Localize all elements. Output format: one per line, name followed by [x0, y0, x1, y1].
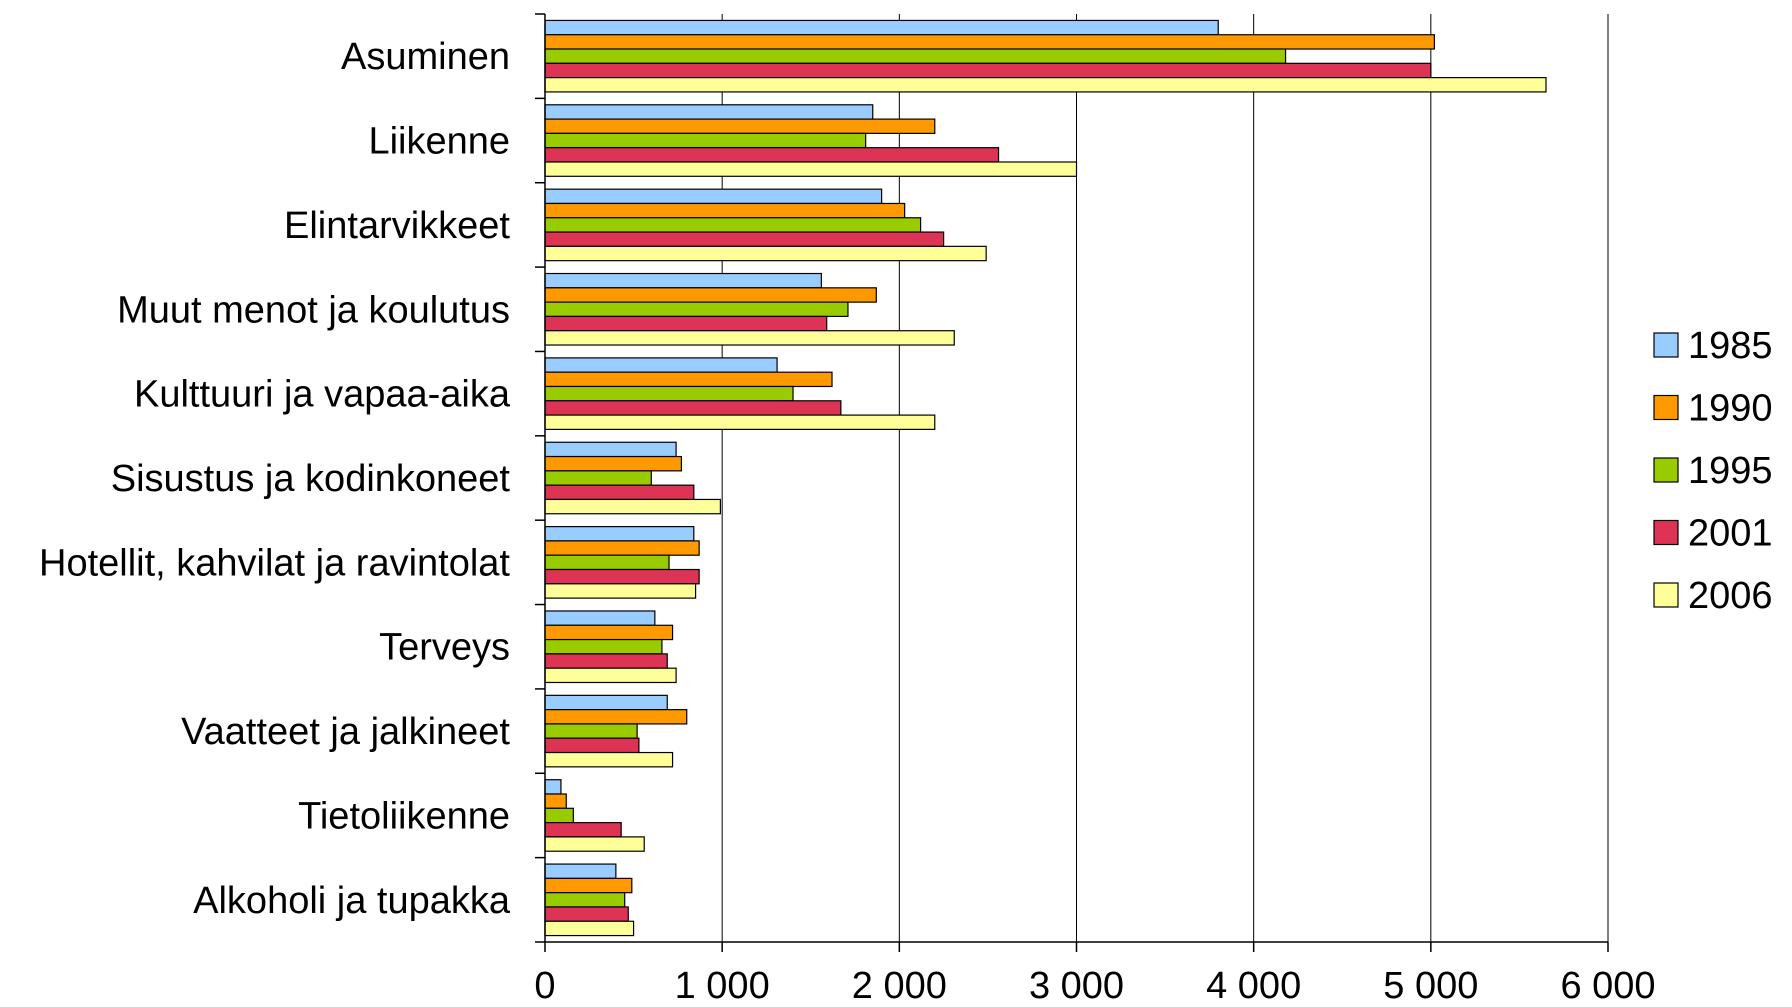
bar-2001-4: [544, 400, 842, 416]
bar-1990-7: [544, 624, 674, 641]
legend-swatch-1995: [1653, 457, 1679, 483]
bar-1985-1: [544, 104, 874, 120]
legend-swatch-2006: [1653, 582, 1679, 608]
bar-1995-4: [544, 385, 794, 402]
bar-1985-9: [544, 779, 562, 795]
bar-2006-8: [544, 751, 674, 768]
category-label: Liikenne: [368, 121, 510, 163]
bar-1995-8: [544, 723, 638, 739]
bar-2001-3: [544, 315, 828, 332]
bar-2006-7: [544, 667, 677, 684]
bar-1990-4: [544, 371, 833, 388]
bar-1995-2: [544, 217, 922, 233]
x-tick-label: 0: [534, 965, 555, 1007]
bar-1990-9: [544, 793, 567, 809]
bar-2006-0: [544, 77, 1547, 93]
bar-1990-1: [544, 118, 936, 134]
bar-1995-6: [544, 554, 670, 571]
bar-1985-6: [544, 526, 695, 542]
bar-1995-0: [544, 48, 1287, 64]
bar-2001-6: [544, 568, 700, 585]
legend-label-2006: 2006: [1688, 575, 1773, 617]
x-tick-labels: 0 1 000 2 000 3 000 4 000 5 000 6 000: [534, 965, 1655, 1007]
legend-label-1985: 1985: [1688, 325, 1773, 367]
category-label: Tietoliikenne: [298, 795, 510, 837]
bar-2006-4: [544, 414, 936, 430]
bar-2006-3: [544, 330, 955, 346]
legend: 1985 1990 1995 2001 2006: [1653, 325, 1773, 617]
bar-2001-9: [544, 822, 622, 838]
category-label: Elintarvikkeet: [284, 205, 510, 247]
category-label: Alkoholi ja tupakka: [193, 880, 511, 922]
bar-1995-9: [544, 807, 574, 824]
legend-label-1995: 1995: [1688, 450, 1773, 492]
bar-2001-1: [544, 147, 1000, 163]
bar-2001-2: [544, 231, 945, 247]
bar-1990-0: [544, 34, 1435, 50]
x-tick-label: 2 000: [852, 965, 947, 1007]
bar-1995-7: [544, 638, 663, 655]
bar-1985-2: [544, 188, 883, 205]
legend-swatch-1990: [1653, 394, 1679, 421]
bar-1990-8: [544, 709, 688, 725]
legend-swatch-1985: [1653, 332, 1679, 358]
category-labels: Asuminen Liikenne Elintarvikkeet Muut menot…: [39, 36, 511, 922]
bar-2006-5: [544, 498, 721, 515]
bar-1995-3: [544, 301, 849, 318]
x-tick-label: 6 000: [1560, 965, 1655, 1007]
bar-1985-4: [544, 357, 778, 373]
bar-1995-10: [544, 892, 626, 908]
legend-swatch-2001: [1653, 519, 1679, 546]
bar-1990-3: [544, 287, 877, 303]
x-tick-label: 1 000: [675, 965, 770, 1007]
bar-2001-0: [544, 62, 1432, 79]
category-label: Muut menot ja koulutus: [117, 289, 510, 331]
bar-1995-1: [544, 132, 867, 149]
bar-2001-5: [544, 484, 695, 501]
bar-1985-0: [544, 19, 1219, 36]
category-label: Hotellit, kahvilat ja ravintolat: [39, 542, 510, 584]
bar-1990-5: [544, 455, 683, 472]
bar-2006-2: [544, 245, 987, 262]
bar-1995-5: [544, 470, 652, 486]
bar-2001-7: [544, 653, 668, 669]
bar-1985-7: [544, 610, 656, 626]
x-tick-label: 4 000: [1206, 965, 1301, 1007]
bar-1990-10: [544, 877, 633, 894]
category-label: Kulttuuri ja vapaa-aika: [134, 374, 511, 416]
bars: [544, 19, 1547, 937]
category-label: Terveys: [379, 627, 510, 669]
x-tick-label: 5 000: [1383, 965, 1478, 1007]
bar-1990-6: [544, 540, 700, 556]
bar-2006-9: [544, 836, 645, 852]
legend-label-2001: 2001: [1688, 513, 1773, 555]
category-label: Vaatteet ja jalkineet: [181, 711, 510, 753]
axes: [535, 13, 1609, 952]
legend-label-1990: 1990: [1688, 388, 1773, 430]
bar-1985-5: [544, 441, 677, 458]
bar-1985-3: [544, 272, 822, 289]
bar-1985-10: [544, 863, 617, 879]
bar-1985-8: [544, 694, 668, 711]
bar-2006-1: [544, 161, 1078, 177]
bar-1990-2: [544, 202, 906, 219]
x-tick-label: 3 000: [1029, 965, 1124, 1007]
category-label: Asuminen: [341, 36, 510, 78]
bar-2001-8: [544, 737, 640, 754]
bar-2001-10: [544, 906, 629, 922]
bar-2006-6: [544, 583, 697, 599]
bar-2006-10: [544, 920, 635, 937]
category-label: Sisustus ja kodinkoneet: [111, 458, 511, 500]
